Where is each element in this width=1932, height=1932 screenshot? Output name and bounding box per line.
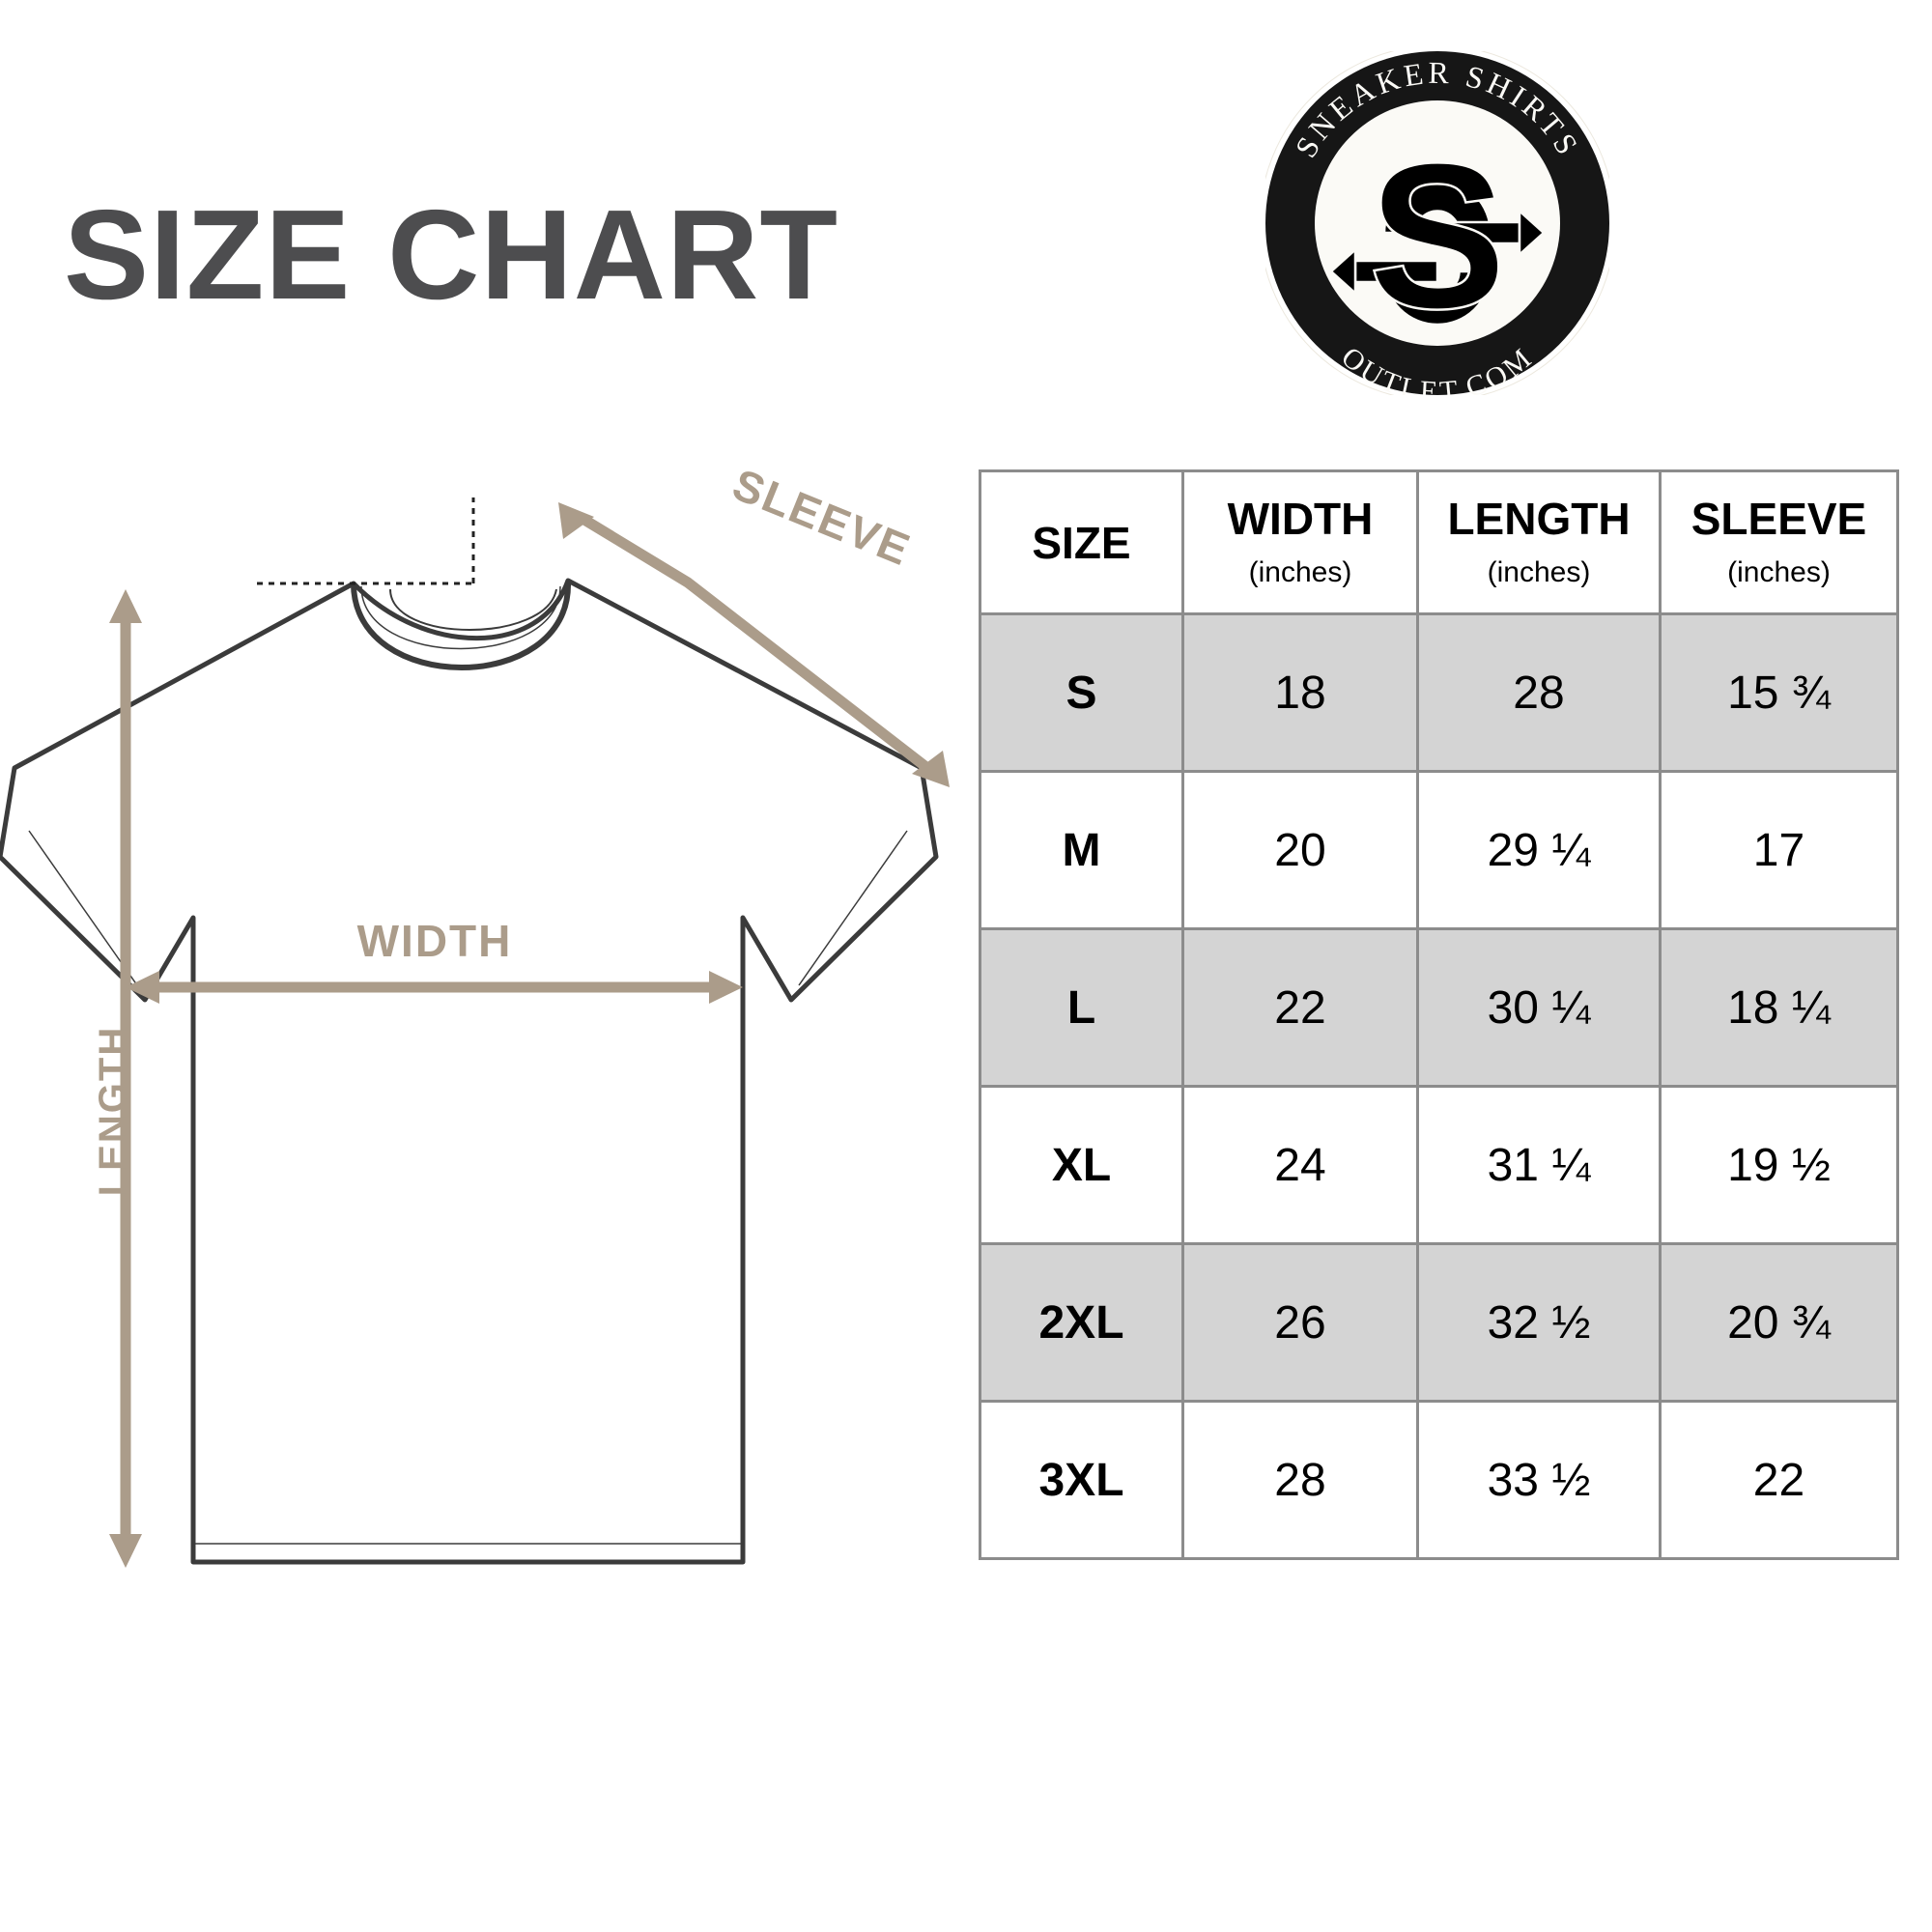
svg-text:LENGTH: LENGTH (92, 1026, 134, 1196)
svg-text:S: S (1368, 120, 1506, 353)
svg-text:WIDTH: WIDTH (357, 916, 513, 966)
svg-text:SLEEVE: SLEEVE (726, 459, 919, 576)
